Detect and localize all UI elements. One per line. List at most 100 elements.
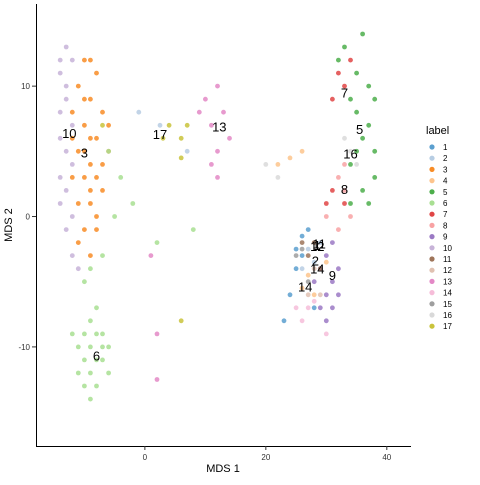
legend-label-1: 1 — [443, 143, 448, 152]
data-point-label-15 — [299, 246, 305, 252]
data-point-label-10 — [57, 201, 63, 206]
data-point-label-11 — [311, 240, 317, 246]
data-point-label-5 — [354, 148, 359, 154]
data-point-label-7 — [330, 96, 335, 102]
data-point-label-4 — [311, 292, 317, 298]
data-point-label-13 — [154, 331, 160, 337]
data-point-label-3 — [88, 188, 93, 193]
legend-key-1 — [429, 144, 435, 150]
legend-key-7 — [429, 211, 435, 217]
data-point-label-10 — [63, 148, 69, 154]
data-point-label-7 — [348, 57, 353, 63]
data-point-label-15 — [293, 253, 299, 258]
data-point-label-5 — [348, 96, 353, 102]
data-point-label-2 — [184, 148, 190, 154]
data-point-label-10 — [69, 162, 75, 167]
data-point-label-16 — [348, 148, 353, 154]
data-point-label-3 — [94, 227, 99, 233]
data-point-label-3 — [88, 57, 93, 63]
legend-key-11 — [429, 256, 435, 262]
data-point-label-3 — [106, 122, 111, 128]
data-point-label-3 — [88, 201, 93, 206]
data-point-label-9 — [336, 266, 341, 272]
data-point-label-11 — [299, 240, 305, 246]
data-point-label-4 — [305, 272, 311, 278]
data-point-label-17 — [178, 318, 184, 324]
data-point-label-9 — [323, 253, 329, 258]
data-point-label-6 — [94, 331, 99, 337]
data-point-label-7 — [342, 201, 347, 206]
data-point-label-3 — [88, 96, 93, 102]
data-point-label-5 — [366, 201, 372, 206]
legend-label-8: 8 — [443, 221, 448, 230]
data-point-label-17 — [178, 155, 184, 161]
data-point-label-14 — [299, 318, 305, 324]
legend-label-4: 4 — [443, 177, 448, 186]
data-point-label-2 — [305, 246, 311, 252]
data-point-label-13 — [196, 109, 202, 115]
data-point-label-9 — [317, 305, 323, 311]
legend-key-14 — [429, 290, 435, 296]
data-point-label-11 — [317, 266, 323, 272]
data-point-label-8 — [342, 188, 347, 193]
cluster-label-6: 6 — [93, 349, 100, 364]
data-point-label-6 — [100, 344, 105, 350]
data-point-label-6 — [82, 331, 87, 337]
cluster-label-17: 17 — [153, 127, 167, 142]
cluster-label-8: 8 — [341, 182, 348, 197]
data-point-label-3 — [100, 109, 105, 115]
cluster-label-2: 2 — [312, 254, 319, 269]
data-point-label-5 — [360, 135, 365, 141]
data-point-label-3 — [94, 135, 99, 141]
data-point-label-1 — [293, 246, 299, 252]
legend-key-10 — [429, 245, 435, 251]
data-point-label-5 — [348, 201, 353, 206]
data-point-label-13 — [148, 253, 154, 258]
data-point-label-6 — [154, 240, 160, 246]
data-point-label-10 — [57, 109, 63, 115]
legend-label-5: 5 — [443, 188, 448, 197]
data-point-label-3 — [69, 109, 75, 115]
legend-label-11: 11 — [443, 255, 452, 264]
data-point-label-4 — [299, 285, 305, 291]
data-point-label-17 — [184, 122, 190, 128]
data-point-label-1 — [293, 266, 299, 272]
data-point-label-16 — [342, 135, 347, 141]
cluster-label-10: 10 — [62, 126, 76, 141]
legend-key-5 — [429, 189, 435, 195]
legend-title: label — [426, 125, 449, 137]
data-point-label-3 — [75, 83, 81, 89]
data-point-label-5 — [336, 57, 341, 63]
data-point-label-5 — [354, 109, 359, 115]
cluster-label-3: 3 — [81, 145, 88, 160]
data-point-label-3 — [82, 96, 87, 102]
data-point-label-10 — [57, 175, 63, 180]
data-point-label-6 — [130, 201, 136, 206]
data-point-label-6 — [82, 279, 87, 285]
data-point-label-9 — [323, 318, 329, 324]
data-point-label-9 — [330, 279, 335, 285]
data-point-label-3 — [100, 162, 105, 167]
data-point-label-10 — [63, 227, 69, 233]
data-point-label-8 — [336, 227, 341, 233]
data-point-label-9 — [336, 292, 341, 298]
data-point-label-5 — [366, 83, 372, 89]
data-point-label-9 — [330, 305, 335, 311]
data-point-label-3 — [69, 175, 75, 180]
data-point-label-6 — [100, 357, 105, 363]
x-tick-label: 40 — [382, 453, 391, 462]
data-point-label-6 — [118, 175, 124, 180]
data-point-label-2 — [311, 259, 317, 265]
data-point-label-3 — [75, 148, 81, 154]
data-point-label-1 — [305, 227, 311, 233]
data-point-label-6 — [75, 370, 81, 376]
legend-key-17 — [429, 323, 435, 329]
x-ticks: 0 20 40 — [143, 446, 392, 462]
y-tick-label: 10 — [21, 82, 30, 91]
y-tick-label: -10 — [18, 343, 30, 352]
data-point-label-3 — [82, 175, 87, 180]
cluster-label-5: 5 — [356, 122, 363, 137]
data-point-label-8 — [323, 214, 329, 219]
